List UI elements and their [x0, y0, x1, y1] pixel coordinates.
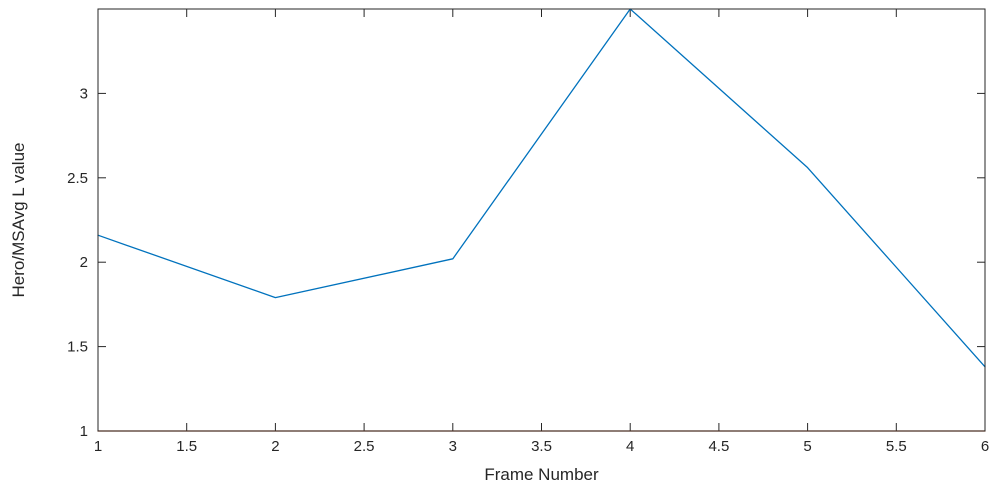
x-tick-label: 2 [271, 438, 279, 455]
y-tick-label: 1.5 [67, 339, 88, 356]
x-axis-label: Frame Number [484, 465, 599, 484]
x-tick-label: 6 [981, 438, 989, 455]
y-tick-label: 1 [80, 423, 88, 440]
y-tick-label: 2.5 [67, 170, 88, 187]
plot-frame [97, 8, 986, 432]
labels-layer: Frame Number Hero/MSAvg L value [9, 143, 599, 484]
x-tick-label: 3 [449, 438, 457, 455]
x-tick-label: 4 [626, 438, 634, 455]
ticks-layer: 1 1.5 2 2.5 3 3.5 4 4.5 5 5.5 6 1 1.5 2 2.5 3 [67, 9, 989, 455]
x-tick-label: 3.5 [531, 438, 552, 455]
series-layer [97, 8, 986, 432]
y-tick-label: 3 [80, 85, 88, 102]
y-axis-label: Hero/MSAvg L value [9, 143, 28, 298]
x-tick-label: 2.5 [354, 438, 375, 455]
series-line-1 [97, 8, 986, 368]
x-tick-label: 4.5 [708, 438, 729, 455]
x-tick-label: 5.5 [886, 438, 907, 455]
y-tick-label: 2 [80, 254, 88, 271]
x-tick-label: 1 [94, 438, 102, 455]
x-tick-label: 5 [803, 438, 811, 455]
x-tick-label: 1.5 [176, 438, 197, 455]
